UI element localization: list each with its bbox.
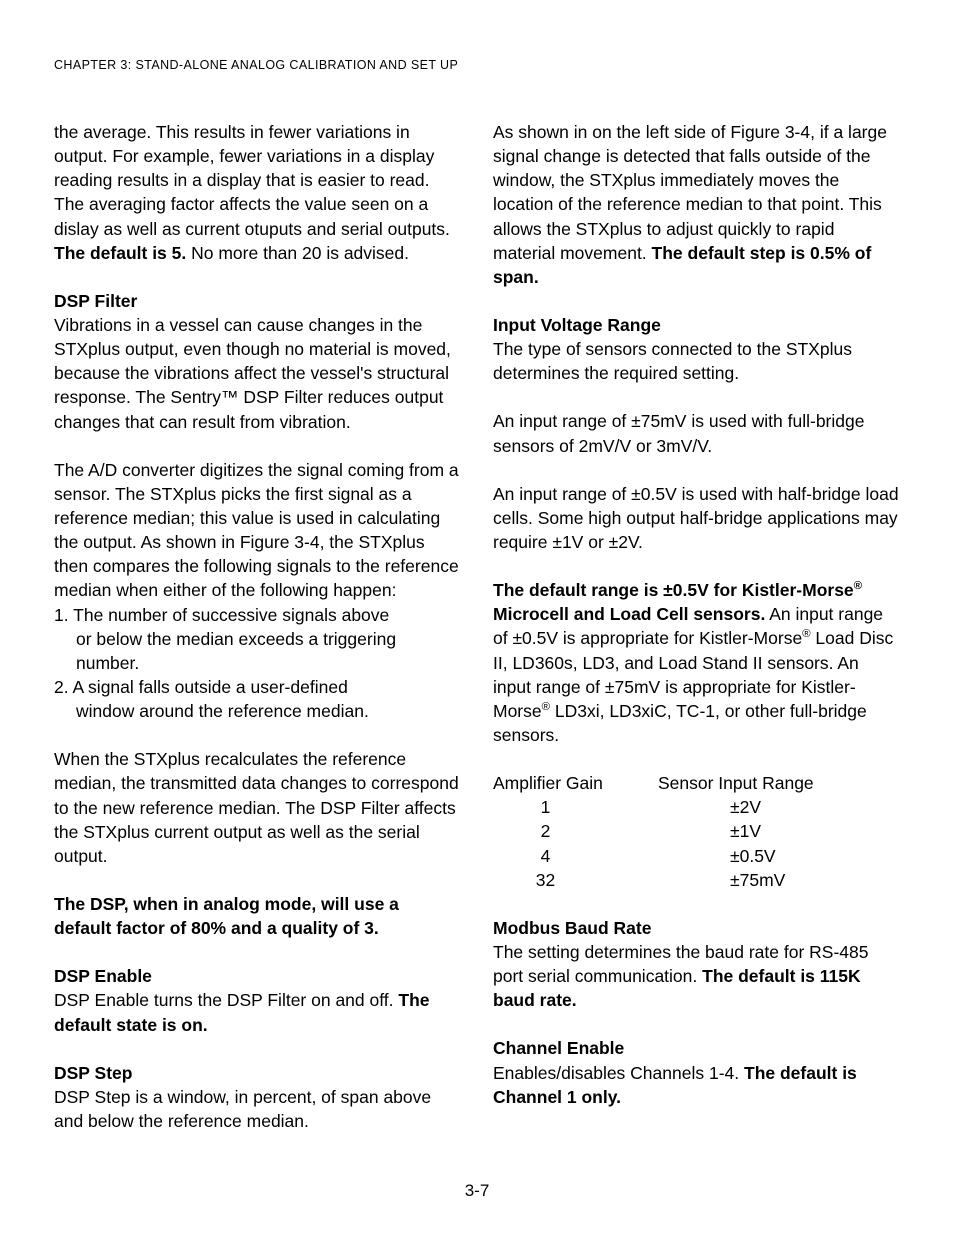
body-text: LD3xi, LD3xiC, TC-1, or other full-bridg…: [493, 701, 867, 745]
table-header-cell: Amplifier Gain: [493, 771, 658, 795]
section: Input Voltage Range The type of sensors …: [493, 313, 900, 385]
chapter-header: CHAPTER 3: STAND-ALONE ANALOG CALIBRATIO…: [54, 58, 900, 72]
table-row: 32 ±75mV: [493, 868, 900, 892]
body-text: the average. This results in fewer varia…: [54, 122, 450, 239]
paragraph: As shown in on the left side of Figure 3…: [493, 120, 900, 289]
section: DSP Filter Vibrations in a vessel can ca…: [54, 289, 461, 434]
paragraph: An input range of ±75mV is used with ful…: [493, 409, 900, 457]
table-cell: ±1V: [658, 819, 900, 843]
right-column: As shown in on the left side of Figure 3…: [493, 120, 900, 1157]
table-cell: ±2V: [658, 795, 900, 819]
bold-text-part: The default range is ±0.5V for Kistler-M…: [493, 580, 854, 600]
gain-table: Amplifier Gain Sensor Input Range 1 ±2V …: [493, 771, 900, 892]
body-text: DSP Enable turns the DSP Filter on and o…: [54, 990, 398, 1010]
table-cell: 4: [493, 844, 658, 868]
section-heading: DSP Step: [54, 1061, 461, 1085]
list-item: 2. A signal falls outside a user-defined: [54, 675, 461, 699]
table-cell: 2: [493, 819, 658, 843]
page-number: 3-7: [0, 1181, 954, 1201]
list-item: 1. The number of successive signals abov…: [54, 603, 461, 627]
registered-icon: ®: [802, 629, 810, 641]
two-column-layout: the average. This results in fewer varia…: [54, 120, 900, 1157]
body-text: DSP Step is a window, in percent, of spa…: [54, 1087, 431, 1131]
body-text: Enables/disables Channels 1-4.: [493, 1063, 744, 1083]
section: Channel Enable Enables/disables Channels…: [493, 1036, 900, 1108]
table-row: 4 ±0.5V: [493, 844, 900, 868]
body-text: Vibrations in a vessel can cause changes…: [54, 315, 451, 432]
left-column: the average. This results in fewer varia…: [54, 120, 461, 1157]
body-text: When the STXplus recalculates the refere…: [54, 749, 459, 866]
section: Modbus Baud Rate The setting determines …: [493, 916, 900, 1013]
bold-text: The default is 5.: [54, 243, 186, 263]
paragraph: The default range is ±0.5V for Kistler-M…: [493, 578, 900, 747]
list-continuation: window around the reference median.: [54, 699, 461, 723]
paragraph: The A/D converter digitizes the signal c…: [54, 458, 461, 603]
table-row: 1 ±2V: [493, 795, 900, 819]
paragraph: An input range of ±0.5V is used with hal…: [493, 482, 900, 554]
list-continuation: or below the median exceeds a triggering…: [54, 627, 461, 675]
section-heading: Input Voltage Range: [493, 313, 900, 337]
registered-icon: ®: [854, 580, 862, 592]
section-heading: DSP Filter: [54, 289, 461, 313]
table-header-row: Amplifier Gain Sensor Input Range: [493, 771, 900, 795]
section: DSP Step DSP Step is a window, in percen…: [54, 1061, 461, 1133]
table-cell: 32: [493, 868, 658, 892]
body-text: An input range of ±75mV is used with ful…: [493, 411, 864, 455]
table-cell: ±0.5V: [658, 844, 900, 868]
table-cell: 1: [493, 795, 658, 819]
body-text: No more than 20 is advised.: [186, 243, 409, 263]
paragraph: the average. This results in fewer varia…: [54, 120, 461, 265]
body-text: The type of sensors connected to the STX…: [493, 339, 852, 383]
section-heading: Channel Enable: [493, 1036, 900, 1060]
section-heading: DSP Enable: [54, 964, 461, 988]
bold-paragraph: The DSP, when in analog mode, will use a…: [54, 892, 461, 940]
table-cell: ±75mV: [658, 868, 900, 892]
paragraph: When the STXplus recalculates the refere…: [54, 747, 461, 868]
section-heading: Modbus Baud Rate: [493, 916, 900, 940]
registered-icon: ®: [542, 701, 550, 713]
body-text: As shown in on the left side of Figure 3…: [493, 122, 887, 263]
table-header-cell: Sensor Input Range: [658, 771, 814, 795]
bold-text-part: Microcell and Load Cell sensors.: [493, 604, 765, 624]
page-container: CHAPTER 3: STAND-ALONE ANALOG CALIBRATIO…: [0, 0, 954, 1197]
section: DSP Enable DSP Enable turns the DSP Filt…: [54, 964, 461, 1036]
body-text: The A/D converter digitizes the signal c…: [54, 460, 459, 601]
table-row: 2 ±1V: [493, 819, 900, 843]
body-text: An input range of ±0.5V is used with hal…: [493, 484, 899, 552]
